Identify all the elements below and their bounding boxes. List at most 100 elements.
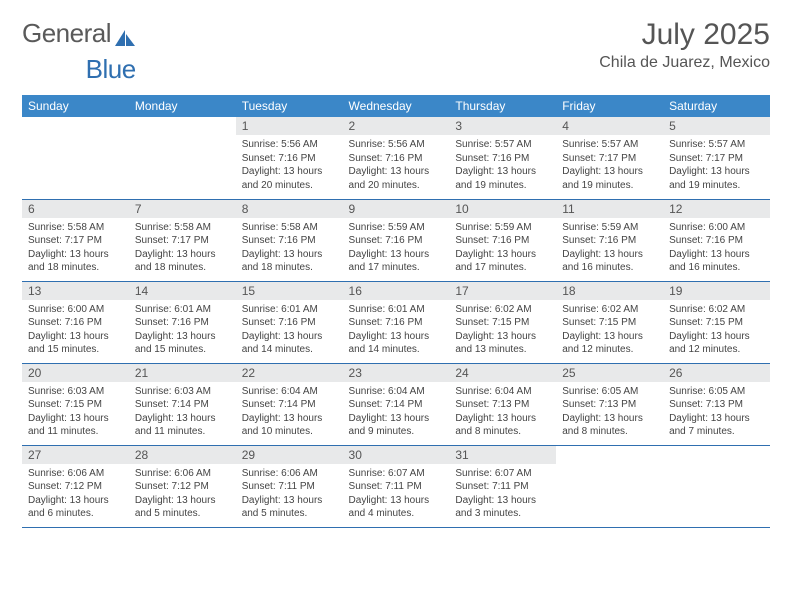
day-cell: .. xyxy=(22,117,129,199)
day-number: 3 xyxy=(449,117,556,135)
day-number: 10 xyxy=(449,200,556,218)
week-row: 6Sunrise: 5:58 AMSunset: 7:17 PMDaylight… xyxy=(22,199,770,281)
day-cell: 22Sunrise: 6:04 AMSunset: 7:14 PMDayligh… xyxy=(236,363,343,445)
day-details: Sunrise: 5:59 AMSunset: 7:16 PMDaylight:… xyxy=(449,218,556,279)
day-details: Sunrise: 6:02 AMSunset: 7:15 PMDaylight:… xyxy=(556,300,663,361)
day-cell: 9Sunrise: 5:59 AMSunset: 7:16 PMDaylight… xyxy=(343,199,450,281)
day-cell: 7Sunrise: 5:58 AMSunset: 7:17 PMDaylight… xyxy=(129,199,236,281)
day-details: Sunrise: 6:00 AMSunset: 7:16 PMDaylight:… xyxy=(663,218,770,279)
day-cell: 15Sunrise: 6:01 AMSunset: 7:16 PMDayligh… xyxy=(236,281,343,363)
day-details: Sunrise: 6:05 AMSunset: 7:13 PMDaylight:… xyxy=(556,382,663,443)
day-details: Sunrise: 6:04 AMSunset: 7:14 PMDaylight:… xyxy=(236,382,343,443)
col-header: Monday xyxy=(129,95,236,117)
day-details: Sunrise: 6:06 AMSunset: 7:12 PMDaylight:… xyxy=(129,464,236,525)
day-number: 5 xyxy=(663,117,770,135)
day-cell: 11Sunrise: 5:59 AMSunset: 7:16 PMDayligh… xyxy=(556,199,663,281)
day-details: Sunrise: 5:57 AMSunset: 7:17 PMDaylight:… xyxy=(663,135,770,196)
day-details: Sunrise: 6:07 AMSunset: 7:11 PMDaylight:… xyxy=(449,464,556,525)
day-number: 13 xyxy=(22,282,129,300)
day-cell: 19Sunrise: 6:02 AMSunset: 7:15 PMDayligh… xyxy=(663,281,770,363)
day-number: 6 xyxy=(22,200,129,218)
day-details: Sunrise: 5:59 AMSunset: 7:16 PMDaylight:… xyxy=(556,218,663,279)
day-number: 29 xyxy=(236,446,343,464)
day-details: Sunrise: 6:05 AMSunset: 7:13 PMDaylight:… xyxy=(663,382,770,443)
day-number: 30 xyxy=(343,446,450,464)
day-cell: 20Sunrise: 6:03 AMSunset: 7:15 PMDayligh… xyxy=(22,363,129,445)
day-cell: 4Sunrise: 5:57 AMSunset: 7:17 PMDaylight… xyxy=(556,117,663,199)
location: Chila de Juarez, Mexico xyxy=(599,54,770,72)
day-details: Sunrise: 5:58 AMSunset: 7:17 PMDaylight:… xyxy=(129,218,236,279)
col-header: Saturday xyxy=(663,95,770,117)
day-number: 11 xyxy=(556,200,663,218)
day-cell: 31Sunrise: 6:07 AMSunset: 7:11 PMDayligh… xyxy=(449,445,556,527)
day-details: Sunrise: 6:02 AMSunset: 7:15 PMDaylight:… xyxy=(449,300,556,361)
day-cell: 8Sunrise: 5:58 AMSunset: 7:16 PMDaylight… xyxy=(236,199,343,281)
day-number: 14 xyxy=(129,282,236,300)
day-number: 24 xyxy=(449,364,556,382)
day-details: Sunrise: 6:01 AMSunset: 7:16 PMDaylight:… xyxy=(129,300,236,361)
brand-logo: General xyxy=(22,18,139,49)
day-cell: 23Sunrise: 6:04 AMSunset: 7:14 PMDayligh… xyxy=(343,363,450,445)
col-header: Thursday xyxy=(449,95,556,117)
day-number: 1 xyxy=(236,117,343,135)
day-number: 27 xyxy=(22,446,129,464)
day-number: 9 xyxy=(343,200,450,218)
week-row: 27Sunrise: 6:06 AMSunset: 7:12 PMDayligh… xyxy=(22,445,770,527)
day-details: Sunrise: 6:03 AMSunset: 7:15 PMDaylight:… xyxy=(22,382,129,443)
day-details: Sunrise: 5:57 AMSunset: 7:16 PMDaylight:… xyxy=(449,135,556,196)
day-details: Sunrise: 6:02 AMSunset: 7:15 PMDaylight:… xyxy=(663,300,770,361)
day-cell: 18Sunrise: 6:02 AMSunset: 7:15 PMDayligh… xyxy=(556,281,663,363)
day-cell: .. xyxy=(663,445,770,527)
day-details: Sunrise: 6:03 AMSunset: 7:14 PMDaylight:… xyxy=(129,382,236,443)
day-cell: 13Sunrise: 6:00 AMSunset: 7:16 PMDayligh… xyxy=(22,281,129,363)
day-number: 25 xyxy=(556,364,663,382)
day-details: Sunrise: 5:57 AMSunset: 7:17 PMDaylight:… xyxy=(556,135,663,196)
day-number: 4 xyxy=(556,117,663,135)
day-details: Sunrise: 5:58 AMSunset: 7:16 PMDaylight:… xyxy=(236,218,343,279)
day-cell: 3Sunrise: 5:57 AMSunset: 7:16 PMDaylight… xyxy=(449,117,556,199)
col-header: Sunday xyxy=(22,95,129,117)
calendar-body: .... 1Sunrise: 5:56 AMSunset: 7:16 PMDayl… xyxy=(22,117,770,527)
brand-part2: Blue xyxy=(86,54,136,85)
day-cell: 27Sunrise: 6:06 AMSunset: 7:12 PMDayligh… xyxy=(22,445,129,527)
week-row: ....1Sunrise: 5:56 AMSunset: 7:16 PMDayl… xyxy=(22,117,770,199)
day-number: 28 xyxy=(129,446,236,464)
week-row: 13Sunrise: 6:00 AMSunset: 7:16 PMDayligh… xyxy=(22,281,770,363)
day-details: Sunrise: 6:01 AMSunset: 7:16 PMDaylight:… xyxy=(236,300,343,361)
calendar-table: SundayMondayTuesdayWednesdayThursdayFrid… xyxy=(22,95,770,528)
col-header: Wednesday xyxy=(343,95,450,117)
day-number: 18 xyxy=(556,282,663,300)
day-cell: 12Sunrise: 6:00 AMSunset: 7:16 PMDayligh… xyxy=(663,199,770,281)
day-cell: 16Sunrise: 6:01 AMSunset: 7:16 PMDayligh… xyxy=(343,281,450,363)
day-details: Sunrise: 5:59 AMSunset: 7:16 PMDaylight:… xyxy=(343,218,450,279)
day-cell: 26Sunrise: 6:05 AMSunset: 7:13 PMDayligh… xyxy=(663,363,770,445)
day-number: 22 xyxy=(236,364,343,382)
day-details: Sunrise: 5:56 AMSunset: 7:16 PMDaylight:… xyxy=(236,135,343,196)
day-cell: 1Sunrise: 5:56 AMSunset: 7:16 PMDaylight… xyxy=(236,117,343,199)
day-details: Sunrise: 5:58 AMSunset: 7:17 PMDaylight:… xyxy=(22,218,129,279)
day-cell: 21Sunrise: 6:03 AMSunset: 7:14 PMDayligh… xyxy=(129,363,236,445)
day-cell: 30Sunrise: 6:07 AMSunset: 7:11 PMDayligh… xyxy=(343,445,450,527)
day-number: 2 xyxy=(343,117,450,135)
day-number: 16 xyxy=(343,282,450,300)
day-details: Sunrise: 6:04 AMSunset: 7:13 PMDaylight:… xyxy=(449,382,556,443)
day-number: 20 xyxy=(22,364,129,382)
day-details: Sunrise: 5:56 AMSunset: 7:16 PMDaylight:… xyxy=(343,135,450,196)
day-number: 15 xyxy=(236,282,343,300)
day-cell: .. xyxy=(556,445,663,527)
day-details: Sunrise: 6:00 AMSunset: 7:16 PMDaylight:… xyxy=(22,300,129,361)
col-header: Friday xyxy=(556,95,663,117)
day-details: Sunrise: 6:06 AMSunset: 7:11 PMDaylight:… xyxy=(236,464,343,525)
day-cell: 5Sunrise: 5:57 AMSunset: 7:17 PMDaylight… xyxy=(663,117,770,199)
day-number: 19 xyxy=(663,282,770,300)
brand-part1: General xyxy=(22,18,111,49)
title-block: July 2025 Chila de Juarez, Mexico xyxy=(599,18,770,72)
day-cell: 25Sunrise: 6:05 AMSunset: 7:13 PMDayligh… xyxy=(556,363,663,445)
day-cell: 17Sunrise: 6:02 AMSunset: 7:15 PMDayligh… xyxy=(449,281,556,363)
day-number: 8 xyxy=(236,200,343,218)
day-details: Sunrise: 6:07 AMSunset: 7:11 PMDaylight:… xyxy=(343,464,450,525)
day-number: 26 xyxy=(663,364,770,382)
day-number: 12 xyxy=(663,200,770,218)
day-cell: 6Sunrise: 5:58 AMSunset: 7:17 PMDaylight… xyxy=(22,199,129,281)
day-number: 31 xyxy=(449,446,556,464)
